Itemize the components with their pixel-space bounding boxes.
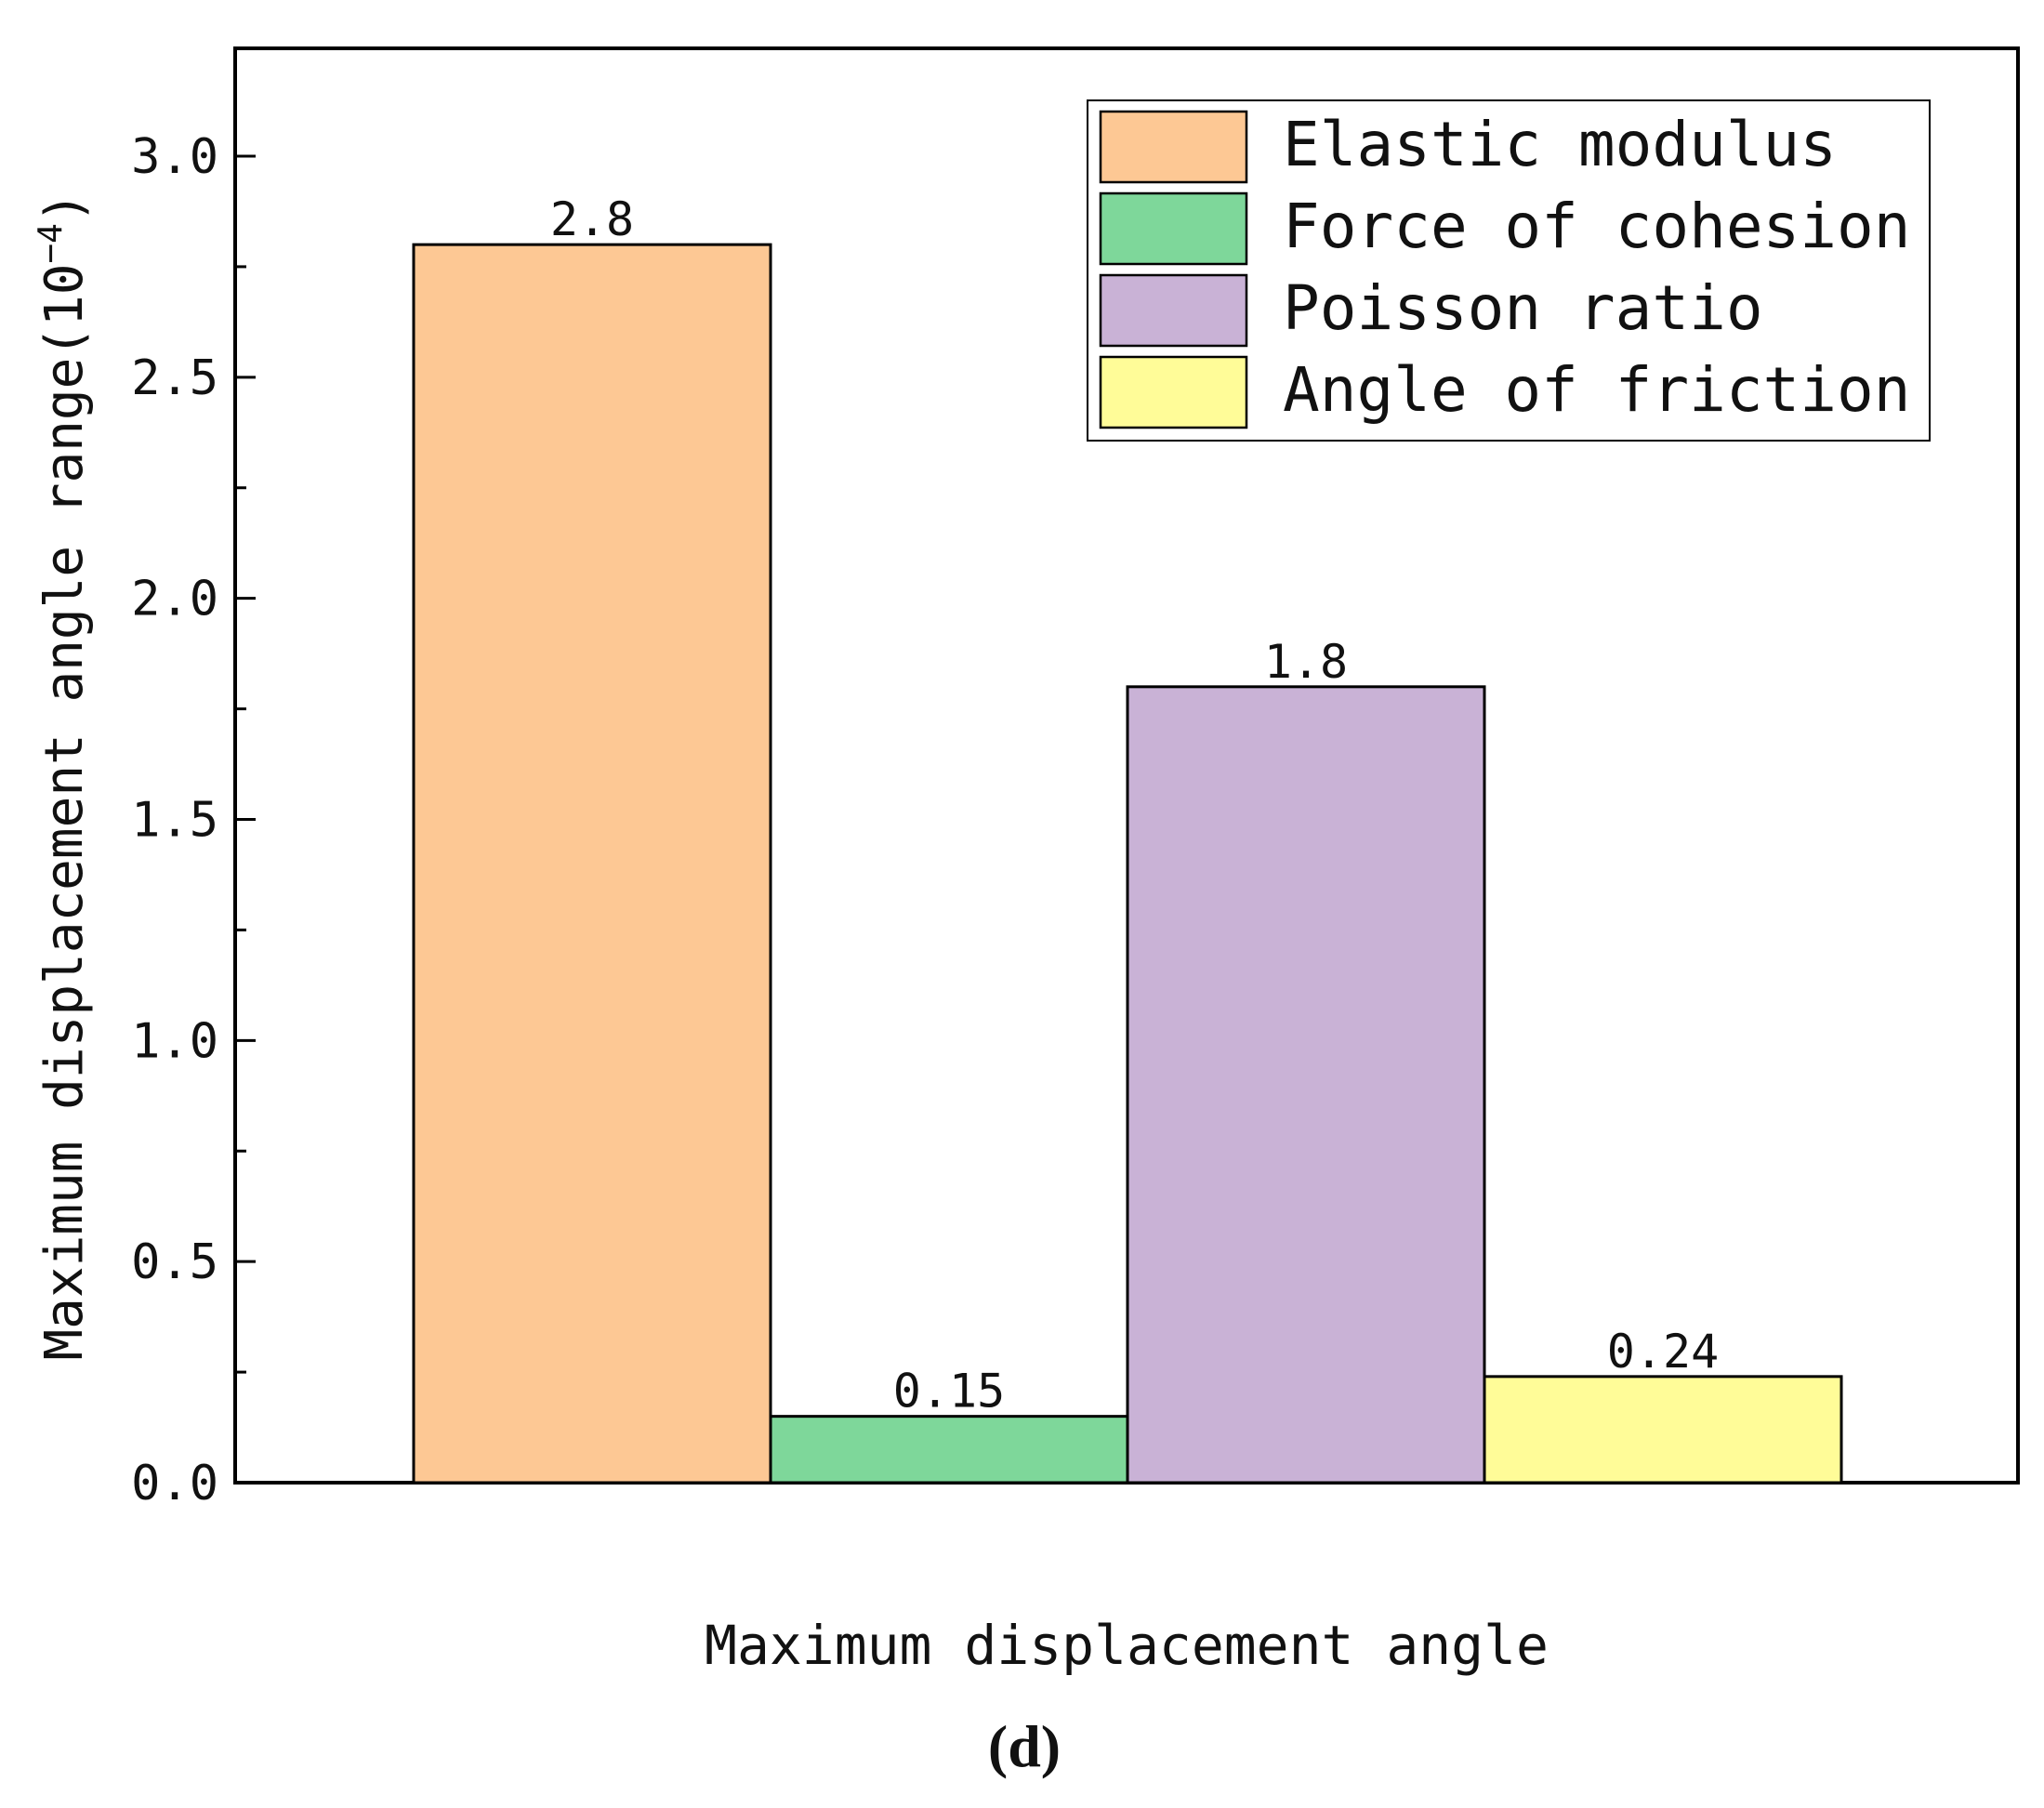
bar [1483,1375,1843,1485]
bars [412,243,1843,1485]
legend-swatch [1099,191,1248,266]
y-axis-label: Maximum displacement angle range(10−4) [32,191,95,1360]
bar-value-labels: 2.8 0.15 1.8 0.24 [550,192,1719,1419]
legend-label: Angle of friction [1283,354,1911,426]
y-tick-label: 0.0 [131,1456,218,1511]
bar [1126,685,1486,1485]
y-axis-label-close: ) [34,191,95,223]
legend-label: Elastic modulus [1283,109,1837,180]
bar [769,1415,1129,1485]
legend-swatch [1099,355,1248,429]
x-axis-label: Maximum displacement angle [705,1614,1549,1677]
y-tick-label: 0.5 [131,1234,218,1290]
bar-value-label: 0.15 [893,1365,1005,1419]
y-tick-label: 2.5 [131,350,218,406]
y-axis-label-main: Maximum displacement angle range(10 [34,264,95,1361]
bar [412,243,772,1485]
y-tick-label: 1.5 [131,793,218,849]
y-axis: 0.0 0.5 1.0 1.5 2.0 2.5 3.0 [131,129,256,1511]
legend-swatch [1099,273,1248,348]
legend-swatch [1099,110,1248,184]
y-tick-label: 1.0 [131,1013,218,1069]
panel-label: (d) [988,1713,1061,1779]
y-tick-label: 3.0 [131,129,218,185]
bar-value-label: 1.8 [1264,635,1348,689]
legend-label: Force of cohesion [1283,191,1911,262]
bar-value-label: 0.24 [1607,1325,1719,1379]
legend-label: Poisson ratio [1283,272,1763,344]
y-axis-label-exponent: −4 [32,223,70,263]
y-tick-label: 2.0 [131,572,218,627]
legend: Elastic modulus Force of cohesion Poisson … [1087,99,1931,442]
bar-value-label: 2.8 [550,192,634,246]
